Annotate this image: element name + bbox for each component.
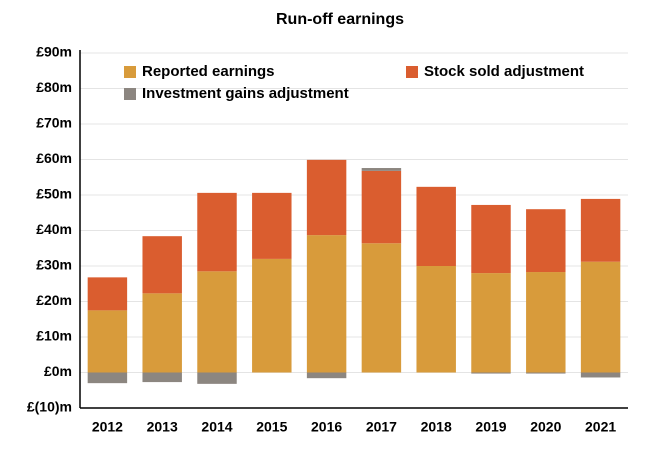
bar-segment [361,170,402,244]
bar-segment [87,310,128,373]
y-tick-label: £90m [36,44,72,60]
bar-segment [471,273,511,373]
bar-segment [197,372,237,384]
bar-segment [197,271,237,373]
x-tick-label: 2017 [366,419,397,435]
legend-label: Investment gains adjustment [142,85,349,102]
x-tick-label: 2012 [92,419,123,435]
bar-segment [252,258,292,373]
x-tick-label: 2020 [530,419,561,435]
bar-segment [306,372,347,379]
x-tick-label: 2015 [256,419,287,435]
chart-title: Run-off earnings [276,11,404,28]
bar-segment [197,192,237,272]
x-tick-label: 2013 [147,419,178,435]
x-tick-label: 2021 [585,419,616,435]
y-tick-label: £70m [36,115,72,131]
bar-segment [580,261,621,373]
y-tick-label: £10m [36,328,72,344]
bar-segment [526,372,566,374]
y-tick-label: £(10)m [27,399,72,415]
x-tick-label: 2018 [421,419,452,435]
y-tick-label: £30m [36,257,72,273]
bar-segment [87,372,128,384]
x-tick-label: 2014 [201,419,232,435]
bar-segment [252,192,292,259]
bar-segment [526,272,566,373]
x-tick-label: 2016 [311,419,342,435]
bar-segment [580,198,621,262]
y-tick-label: £50m [36,186,72,202]
bar-segment [416,186,456,266]
bar-segment [87,277,128,311]
y-tick-label: £40m [36,221,72,237]
bar-segment [142,293,182,373]
legend-swatch [124,66,136,78]
legend-label: Stock sold adjustment [424,63,584,80]
y-tick-label: £80m [36,79,72,95]
y-tick-label: £20m [36,292,72,308]
bar-segment [471,372,511,374]
bar-segment [306,159,347,236]
bar-segment [416,266,456,373]
x-tick-label: 2019 [475,419,506,435]
bar-segment [361,243,402,373]
legend-swatch [124,88,136,100]
bar-segment [580,372,621,378]
bar-segment [471,204,511,274]
y-tick-label: £60m [36,150,72,166]
bar-segment [361,168,402,171]
legend-label: Reported earnings [142,63,275,80]
legend-swatch [406,66,418,78]
bar-segment [142,236,182,294]
bar-segment [142,372,182,383]
bar-segment [526,209,566,273]
bar-segment [306,235,347,373]
y-tick-label: £0m [44,363,72,379]
